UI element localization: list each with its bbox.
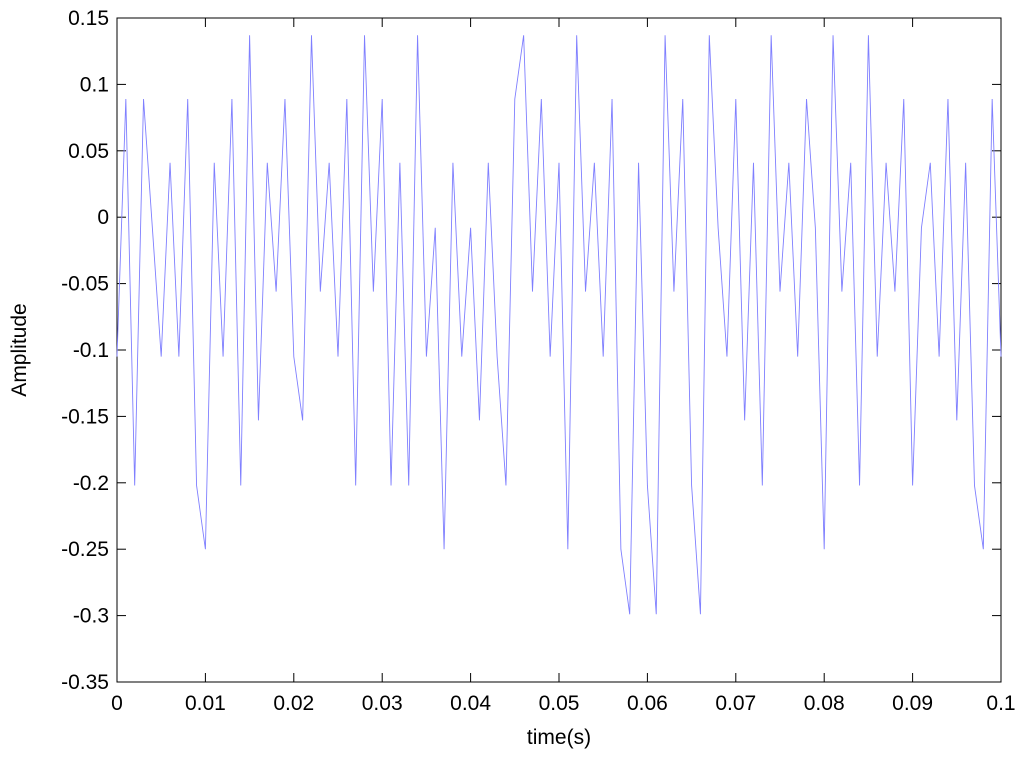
x-axis-label: time(s)	[527, 726, 591, 749]
y-tick-label: 0	[97, 206, 109, 229]
y-tick-label: 0.1	[80, 73, 109, 96]
x-tick-label: 0.07	[715, 692, 756, 715]
y-tick-label: 0.15	[68, 7, 109, 30]
x-tick-label: 0.1	[986, 692, 1015, 715]
plot-frame	[116, 17, 1002, 683]
x-tick-label: 0.06	[627, 692, 668, 715]
signal-line	[116, 35, 1002, 615]
y-tick-label: -0.25	[61, 538, 109, 561]
y-tick-label: -0.3	[73, 605, 109, 628]
x-tick-label: 0.01	[185, 692, 226, 715]
x-tick-label: 0.04	[450, 692, 491, 715]
x-tick-label: 0	[111, 692, 123, 715]
x-tick-label: 0.02	[273, 692, 314, 715]
y-tick-label: -0.35	[61, 671, 109, 694]
x-tick-label: 0.03	[362, 692, 403, 715]
x-tick-label: 0.08	[804, 692, 845, 715]
y-tick-label: -0.15	[61, 405, 109, 428]
y-tick-label: 0.05	[68, 140, 109, 163]
y-tick-label: -0.2	[73, 472, 109, 495]
y-axis-label: Amplitude	[8, 303, 31, 396]
x-tick-label: 0.09	[892, 692, 933, 715]
y-tick-label: -0.1	[73, 339, 109, 362]
x-tick-label: 0.05	[539, 692, 580, 715]
y-tick-label: -0.05	[61, 273, 109, 296]
